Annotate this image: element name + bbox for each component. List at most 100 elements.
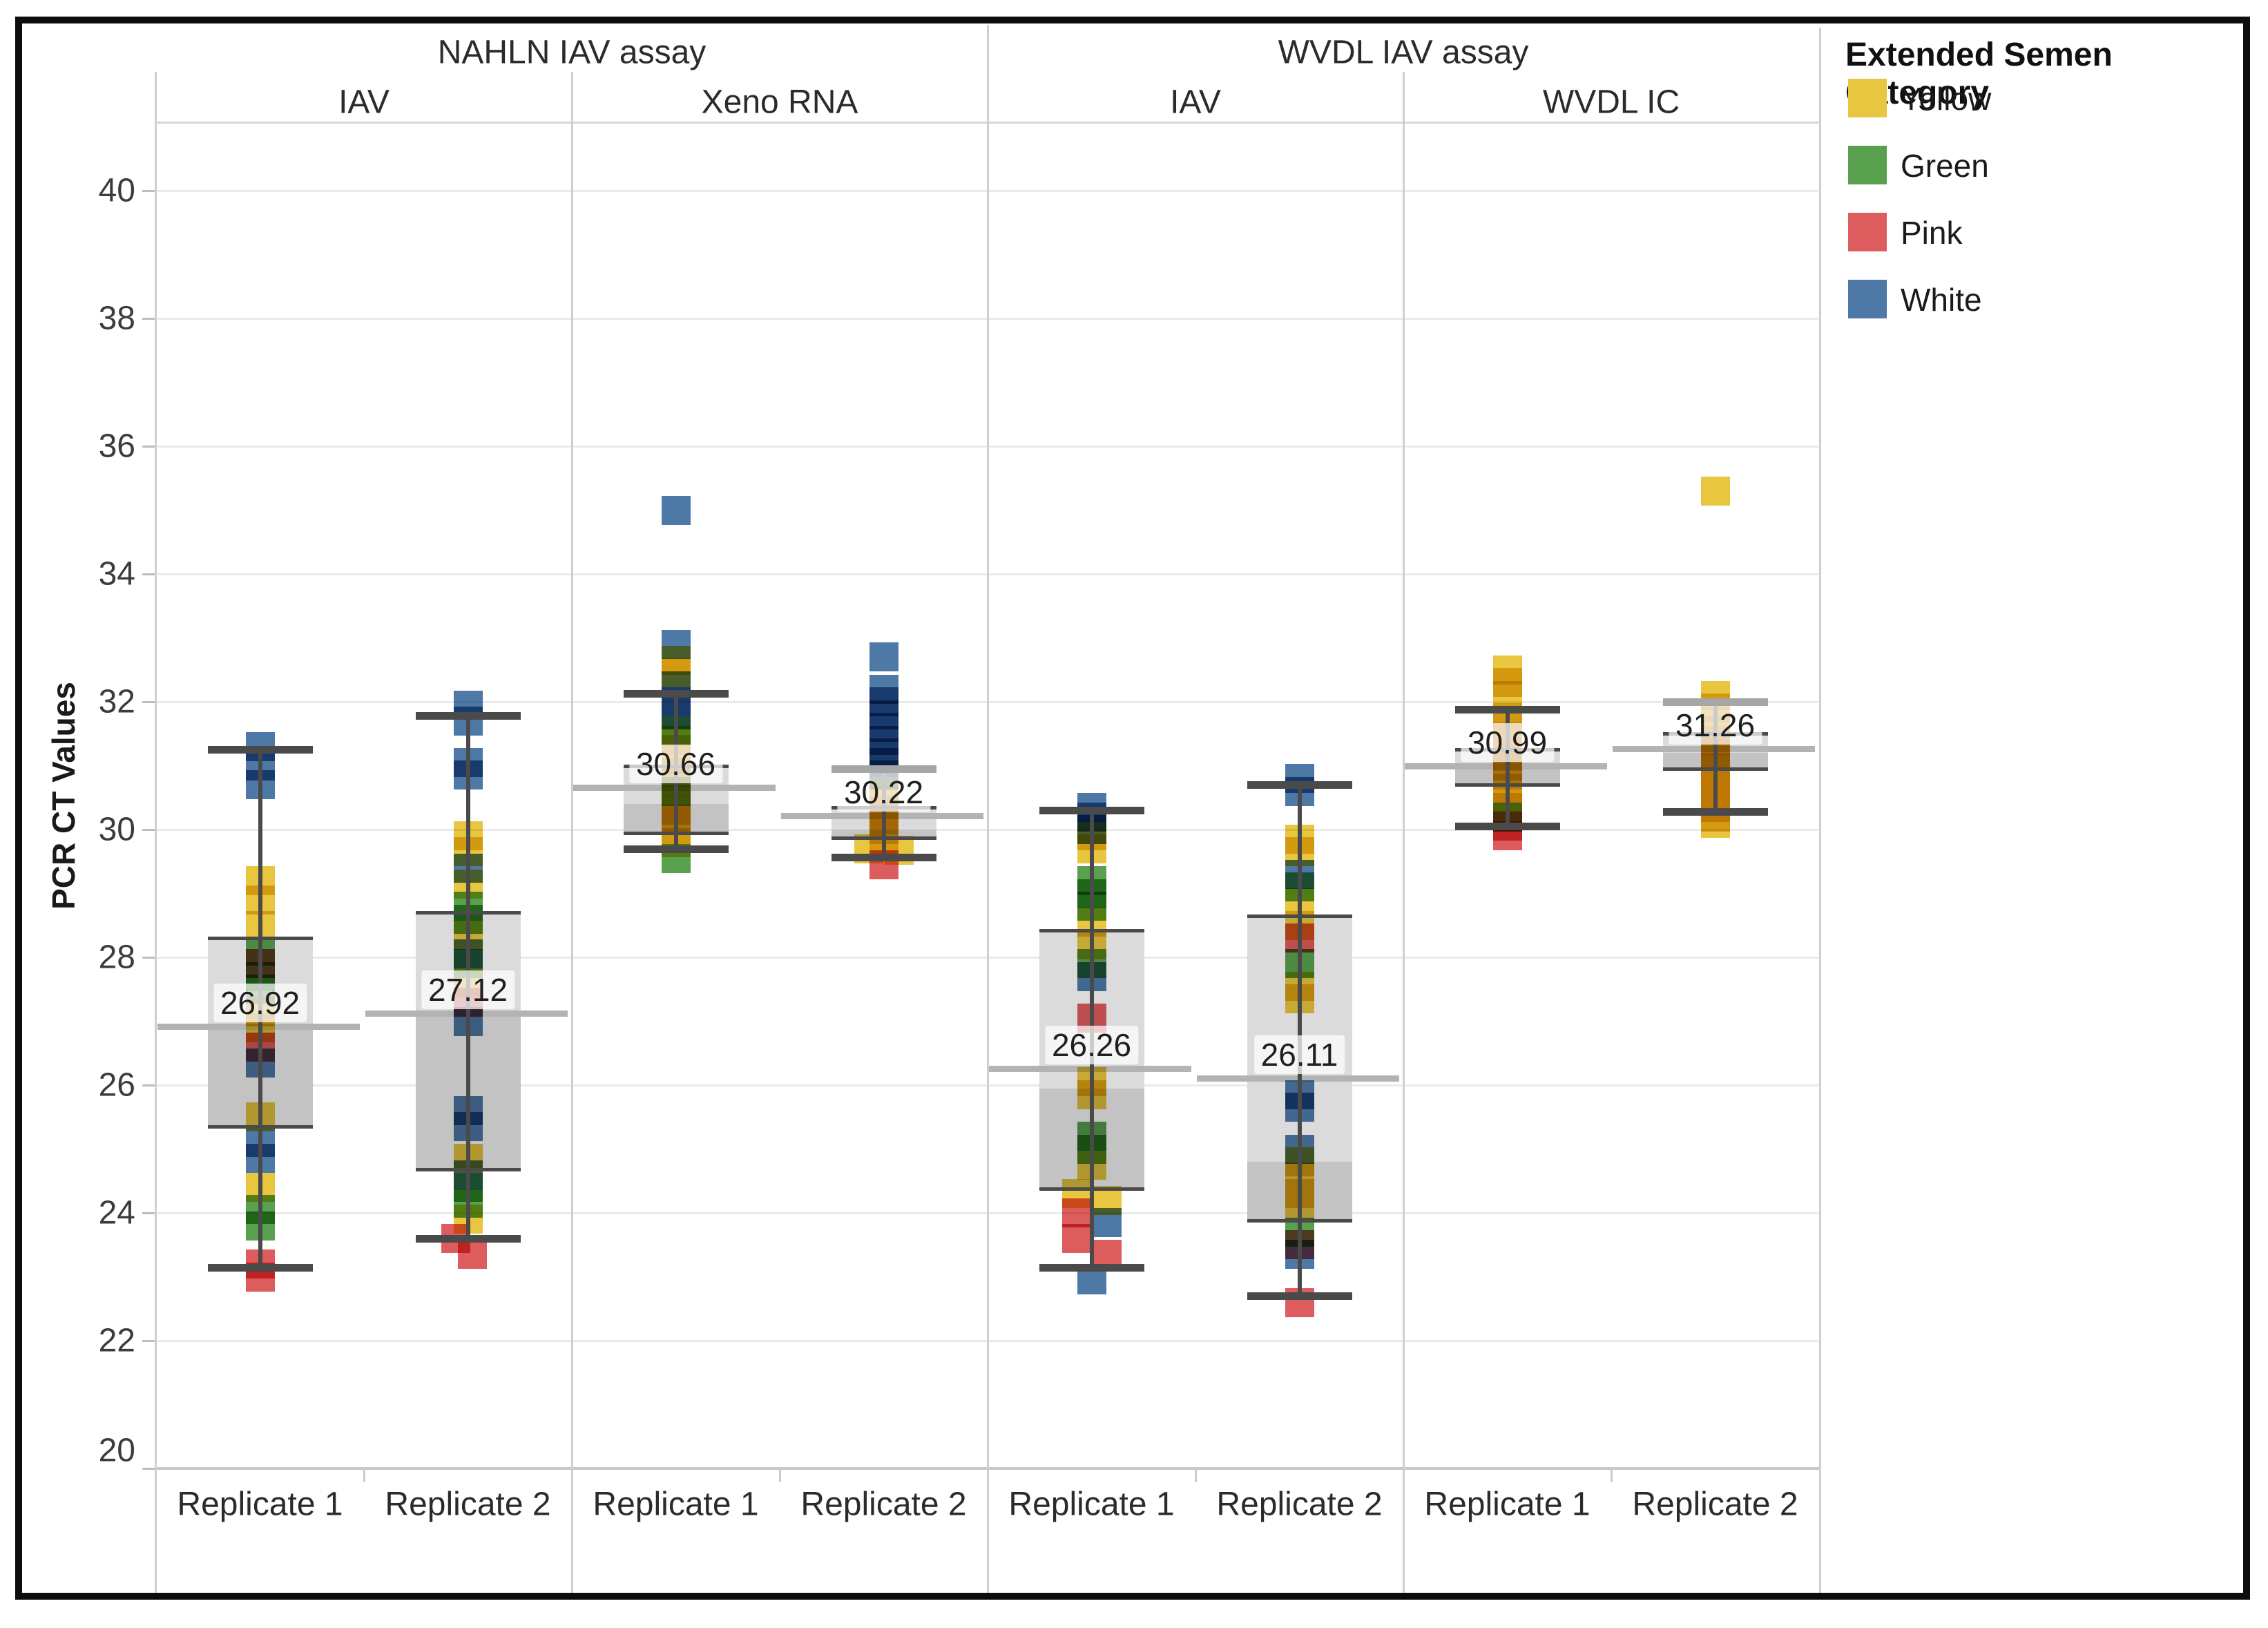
whisker-cap-top xyxy=(831,765,936,774)
x-axis-label: Replicate 1 xyxy=(1424,1486,1591,1523)
legend-swatch-green xyxy=(1848,146,1887,184)
box-edge-q1 xyxy=(623,831,729,835)
whisker-cap-top xyxy=(1454,706,1560,714)
legend-item-label: Green xyxy=(1901,148,1989,184)
y-tick-label: 28 xyxy=(98,939,135,976)
pane-divider xyxy=(571,72,573,1597)
y-axis-title: PCR CT Values xyxy=(46,682,81,910)
mean-value-label: 26.26 xyxy=(1044,1025,1139,1064)
x-axis-label: Replicate 2 xyxy=(800,1486,967,1523)
legend-divider xyxy=(1819,28,1821,1597)
box-edge-q1 xyxy=(207,1125,313,1129)
y-tick xyxy=(142,701,155,703)
whisker-cap-bottom xyxy=(1662,808,1768,816)
replicate-divider-tick xyxy=(1195,1468,1197,1482)
replicate-divider-tick xyxy=(1611,1468,1613,1482)
y-tick xyxy=(142,318,155,320)
y-tick xyxy=(142,446,155,448)
box-edge-q1 xyxy=(831,836,936,841)
y-tick-label: 34 xyxy=(98,555,135,593)
x-axis-label: Replicate 2 xyxy=(1632,1486,1798,1523)
whisker-stem xyxy=(881,769,886,857)
whisker-cap-bottom xyxy=(831,853,936,861)
whisker-cap-bottom xyxy=(1454,823,1560,831)
x-axis-label: Replicate 1 xyxy=(593,1486,759,1523)
y-tick xyxy=(142,573,155,575)
mean-value-label: 30.99 xyxy=(1460,723,1555,763)
replicate-divider-tick xyxy=(363,1468,365,1482)
y-tick-label: 30 xyxy=(98,811,135,848)
y-tick-label: 32 xyxy=(98,683,135,720)
x-axis-label: Replicate 2 xyxy=(1216,1486,1383,1523)
y-tick xyxy=(142,829,155,831)
data-point-yellow xyxy=(1700,476,1730,506)
box-edge-q3 xyxy=(1039,929,1144,933)
y-tick xyxy=(142,190,155,192)
legend-item-label: Pink xyxy=(1901,215,1963,251)
whisker-cap-top xyxy=(1247,781,1352,789)
mean-value-label: 30.22 xyxy=(836,772,931,812)
legend-swatch-yellow xyxy=(1848,79,1887,117)
replicate-divider-tick xyxy=(779,1468,781,1482)
box-edge-q1 xyxy=(1662,767,1768,772)
data-point-pink xyxy=(1061,1198,1091,1227)
y-tick-label: 36 xyxy=(98,428,135,465)
whisker-cap-bottom xyxy=(415,1235,521,1243)
legend-item-label: Yellow xyxy=(1901,81,1992,117)
legend-swatch-white xyxy=(1848,280,1887,318)
data-point-white xyxy=(661,495,691,525)
mean-value-label: 27.12 xyxy=(421,970,515,1010)
y-tick-label: 20 xyxy=(98,1432,135,1469)
box-edge-q3 xyxy=(207,937,313,941)
mean-value-label: 31.26 xyxy=(1668,706,1762,745)
whisker-stem xyxy=(1713,702,1718,812)
whisker-cap-bottom xyxy=(207,1263,313,1272)
plot-left-border xyxy=(155,72,157,1597)
y-tick xyxy=(142,1212,155,1214)
mean-value-label: 30.66 xyxy=(628,744,723,783)
y-tick-label: 40 xyxy=(98,172,135,209)
legend-item-label: White xyxy=(1901,282,1982,318)
y-tick xyxy=(142,957,155,959)
assay-group-header: WVDL IAV assay xyxy=(1278,34,1529,71)
y-tick-label: 24 xyxy=(98,1194,135,1232)
pane-header: IAV xyxy=(338,84,390,121)
whisker-cap-top xyxy=(415,712,521,720)
mean-value-label: 26.11 xyxy=(1253,1035,1345,1074)
x-axis-label: Replicate 1 xyxy=(177,1486,343,1523)
x-axis-label: Replicate 2 xyxy=(385,1486,551,1523)
legend-swatch-pink xyxy=(1848,213,1887,251)
y-tick xyxy=(142,1084,155,1086)
data-point-white xyxy=(869,642,898,672)
box-edge-q1 xyxy=(415,1168,521,1172)
data-point-pink xyxy=(457,1240,487,1270)
box-edge-q3 xyxy=(1247,914,1352,918)
data-point-white xyxy=(1092,1207,1122,1237)
y-tick xyxy=(142,1468,155,1470)
whisker-cap-bottom xyxy=(623,845,729,853)
box-edge-q1 xyxy=(1039,1187,1144,1191)
whisker-cap-top xyxy=(207,746,313,754)
whisker-cap-top xyxy=(1039,807,1144,815)
pane-header: IAV xyxy=(1170,84,1221,121)
data-point-pink xyxy=(1061,1224,1091,1253)
assay-group-divider xyxy=(987,25,989,1597)
box-edge-q1 xyxy=(1454,783,1560,787)
whisker-cap-top xyxy=(623,689,729,698)
box-edge-q3 xyxy=(415,911,521,915)
mean-value-label: 26.92 xyxy=(213,983,307,1022)
legend: Extended Semen Category Yellow Green Pink W… xyxy=(1845,36,2253,318)
assay-group-header: NAHLN IAV assay xyxy=(437,34,707,71)
y-tick-label: 38 xyxy=(98,300,135,337)
y-tick-label: 26 xyxy=(98,1066,135,1104)
y-tick-label: 22 xyxy=(98,1322,135,1359)
x-axis-label: Replicate 1 xyxy=(1008,1486,1175,1523)
whisker-cap-top xyxy=(1662,698,1768,706)
whisker-cap-bottom xyxy=(1247,1292,1352,1301)
pane-divider xyxy=(1403,72,1405,1597)
box-edge-q1 xyxy=(1247,1219,1352,1223)
pane-header: WVDL IC xyxy=(1542,84,1680,121)
pane-header: Xeno RNA xyxy=(701,84,858,121)
whisker-stem xyxy=(1505,709,1510,827)
